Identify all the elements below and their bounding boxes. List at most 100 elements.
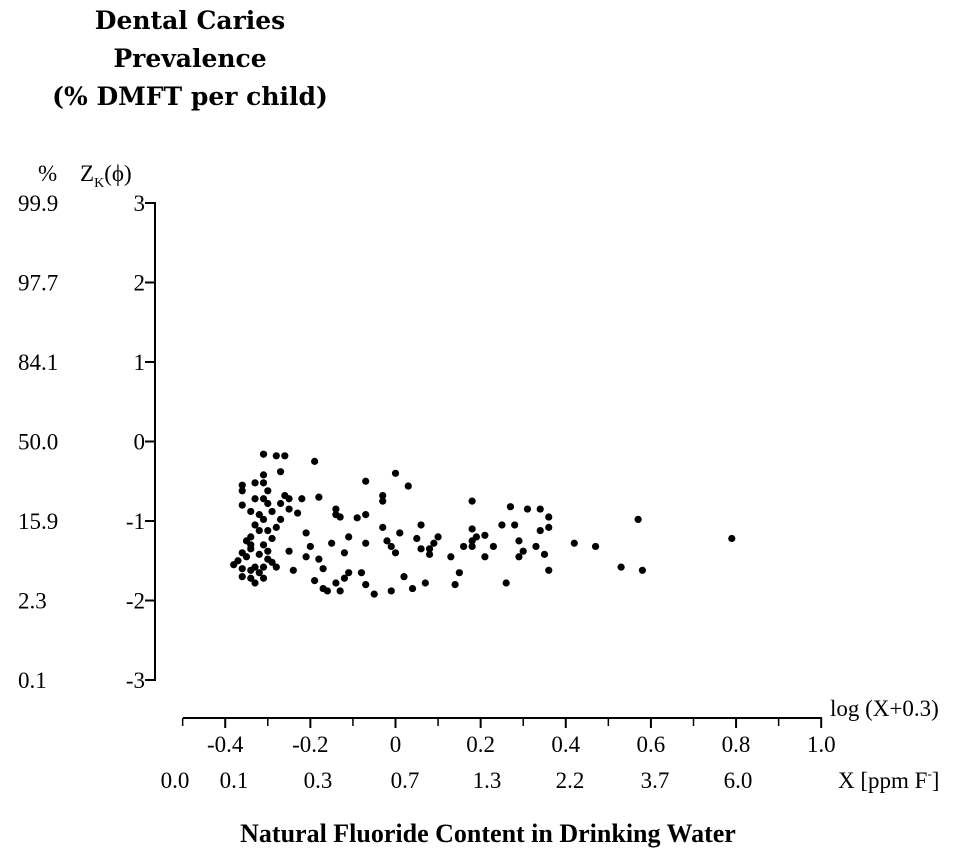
data-points: [230, 450, 736, 598]
z-tick-label: 0: [134, 430, 146, 455]
data-point: [251, 479, 259, 487]
x-log-tick-label: 0.8: [722, 732, 751, 757]
data-point: [336, 587, 344, 595]
z-tick-label: 1: [134, 350, 146, 375]
data-point: [259, 574, 268, 582]
data-point: [519, 547, 527, 555]
x-log-tick-label: -0.2: [292, 732, 328, 757]
data-point: [489, 542, 498, 551]
data-point: [434, 533, 442, 541]
data-point: [238, 501, 246, 509]
data-point: [285, 505, 293, 513]
data-point: [332, 505, 340, 513]
data-point: [242, 553, 251, 561]
data-point: [268, 534, 276, 543]
data-point: [383, 537, 391, 545]
x-log-tick-label: 0: [390, 732, 402, 757]
data-point: [345, 569, 353, 577]
data-point: [272, 523, 280, 531]
data-point: [285, 547, 293, 555]
percent-tick-label: 84.1: [18, 350, 58, 375]
data-point: [430, 539, 438, 547]
data-point: [238, 565, 246, 573]
data-point: [289, 566, 297, 574]
x-ppm-tick-label: 0.3: [304, 768, 333, 793]
percent-tick-label: 50.0: [18, 430, 58, 455]
data-point: [259, 479, 268, 487]
data-point: [617, 563, 625, 571]
data-point: [362, 539, 370, 547]
data-point: [545, 566, 553, 574]
x-log-tick-label: 0.2: [466, 732, 495, 757]
data-point: [634, 515, 642, 524]
data-point: [468, 542, 476, 551]
data-point: [447, 553, 455, 561]
data-point: [353, 514, 361, 522]
data-point: [379, 497, 387, 505]
data-point: [481, 553, 489, 561]
data-point: [515, 553, 523, 561]
data-point: [251, 563, 259, 571]
data-point: [515, 537, 523, 545]
data-point: [591, 542, 600, 551]
data-point: [451, 581, 459, 589]
data-point: [417, 521, 425, 529]
data-point: [332, 579, 340, 587]
data-point: [498, 521, 506, 529]
data-point: [255, 511, 263, 519]
data-point: [400, 573, 408, 581]
data-point: [276, 515, 285, 524]
data-point: [391, 469, 400, 477]
z-tick-label: 3: [134, 191, 146, 216]
data-point: [455, 569, 463, 577]
data-point: [362, 581, 370, 589]
data-point: [340, 574, 349, 582]
data-point: [302, 529, 310, 537]
percent-tick-label: 0.1: [18, 668, 47, 693]
data-point: [328, 539, 336, 547]
data-point: [298, 495, 306, 503]
x-ppm-tick-label: 6.0: [724, 768, 753, 793]
data-point: [230, 561, 238, 569]
data-point: [311, 577, 319, 585]
data-point: [259, 495, 268, 503]
data-point: [379, 523, 387, 531]
y-axis: 3 99.9 2 97.7 1 84.1 0 50.0 -1 15.9 -2 2.3 -3 0.1: [18, 191, 156, 693]
data-point: [247, 574, 255, 582]
data-point: [540, 550, 549, 558]
data-point: [259, 563, 268, 571]
chart-title-line-3: (% DMFT per child): [52, 82, 328, 111]
data-point: [259, 541, 268, 549]
data-point: [276, 499, 285, 508]
percent-tick-label: 2.3: [18, 589, 47, 614]
data-point: [268, 507, 276, 516]
data-point: [302, 553, 310, 561]
data-point: [387, 542, 395, 551]
data-point: [276, 468, 285, 476]
data-point: [379, 491, 387, 500]
data-point: [323, 587, 331, 595]
z-tick-label: -3: [126, 668, 145, 693]
data-point: [545, 513, 553, 521]
x-log-tick-label: -0.4: [207, 732, 244, 757]
z-axis-header: ZK(ϕ): [80, 161, 132, 191]
data-point: [545, 523, 553, 531]
data-point: [285, 495, 293, 503]
z-tick-label: -2: [126, 589, 145, 614]
data-point: [345, 533, 353, 541]
x-log-tick-label: 0.4: [551, 732, 580, 757]
data-point: [306, 542, 314, 551]
x-ppm-tick-label: 3.7: [641, 768, 670, 793]
x-axis-ppm-label: X [ppm F-]: [838, 766, 939, 793]
data-point: [413, 534, 421, 543]
percent-axis-header: %: [38, 161, 57, 186]
data-point: [728, 534, 736, 543]
data-point: [315, 493, 323, 501]
x-ppm-tick-label: 1.3: [473, 768, 502, 793]
data-point: [272, 563, 280, 571]
data-point: [264, 487, 272, 495]
data-point: [251, 579, 259, 587]
data-point: [357, 569, 366, 577]
data-point: [259, 450, 268, 458]
